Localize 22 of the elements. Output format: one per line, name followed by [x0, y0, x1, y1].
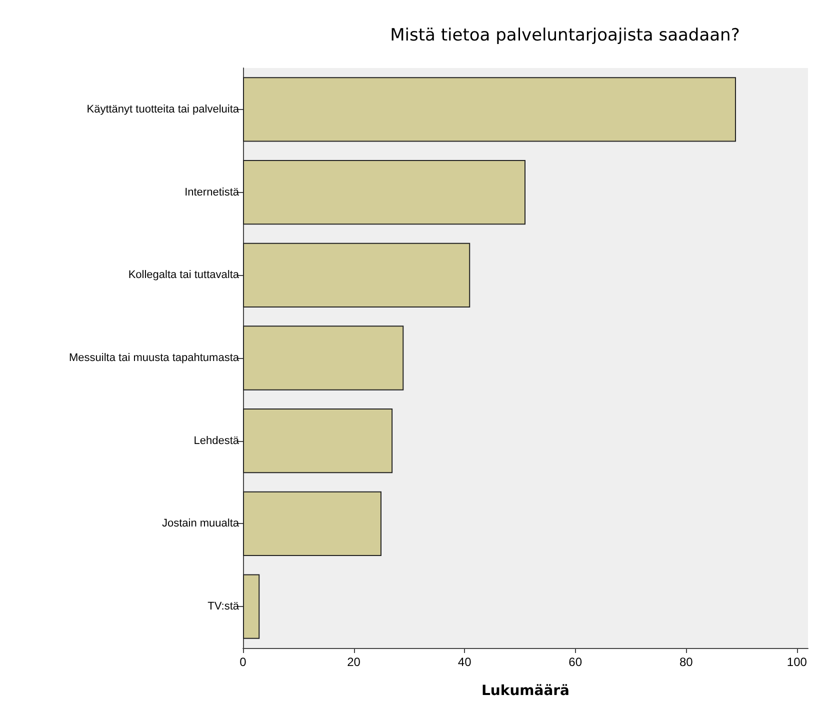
bar: [243, 326, 404, 390]
x-tick-label: 100: [786, 655, 808, 669]
y-tick-label: Messuilta tai muusta tapahtumasta: [69, 352, 240, 364]
x-tick-label: 60: [568, 655, 582, 669]
bar: [243, 408, 393, 474]
bar: [243, 242, 470, 308]
bar: [243, 77, 736, 142]
x-axis-title: Lukumäärä: [482, 683, 570, 699]
chart-title: Mistä tietoa palveluntarjoajista saadaan?: [390, 26, 740, 46]
bar: [243, 574, 260, 639]
y-tick-label: Kollegalta tai tuttavalta: [128, 269, 240, 282]
x-tick-label: 80: [679, 655, 694, 669]
y-tick-label: Jostain muualta: [162, 518, 240, 530]
x-tick-label: 40: [458, 655, 472, 669]
bar: [243, 160, 526, 225]
y-tick-label: TV:stä: [208, 600, 240, 613]
x-tick-label: 20: [347, 655, 361, 669]
y-tick-label: Internetistä: [184, 186, 240, 198]
bar: [243, 491, 382, 556]
y-tick-label: Lehdestä: [194, 434, 240, 447]
y-tick-label: Käyttänyt tuotteita tai palveluita: [86, 103, 240, 116]
x-tick-label: 0: [240, 655, 247, 669]
